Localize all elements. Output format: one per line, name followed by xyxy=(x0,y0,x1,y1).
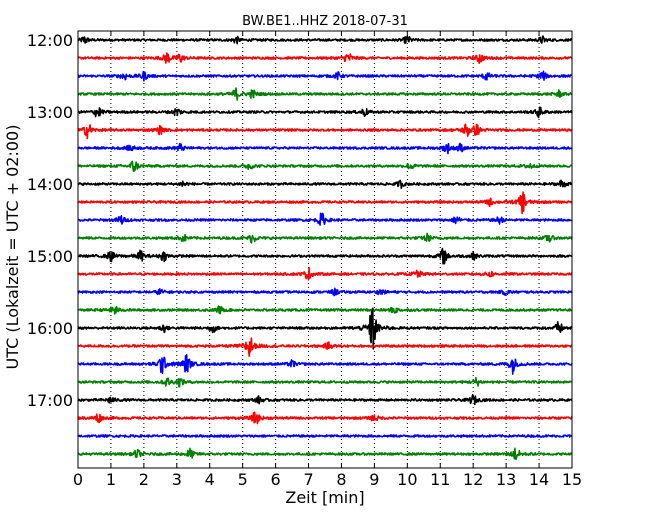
trace-line xyxy=(77,70,573,82)
x-tick-label: 6 xyxy=(271,470,281,489)
trace-line xyxy=(77,337,573,357)
trace-line xyxy=(77,447,573,461)
x-tick-label: 3 xyxy=(172,470,182,489)
x-tick-label: 4 xyxy=(205,470,215,489)
x-tick-label: 12 xyxy=(463,470,483,489)
trace-line xyxy=(77,266,573,281)
x-tick-label: 7 xyxy=(303,470,313,489)
trace-line xyxy=(77,179,573,190)
y-tick-label: 13:00 xyxy=(27,103,73,122)
grid-lines xyxy=(110,31,540,468)
chart-title: BW.BE1..HHZ 2018-07-31 xyxy=(242,14,408,29)
trace-line xyxy=(77,142,573,155)
trace-line xyxy=(77,376,573,388)
trace-line xyxy=(77,305,573,315)
trace-line xyxy=(77,123,573,140)
trace-line xyxy=(77,307,573,350)
x-tick-label: 11 xyxy=(430,470,450,489)
y-tick-label: 14:00 xyxy=(27,175,73,194)
trace-line xyxy=(77,87,573,101)
trace-line xyxy=(77,247,573,265)
y-tick-label: 15:00 xyxy=(27,247,73,266)
trace-line xyxy=(77,160,573,172)
trace-line xyxy=(77,191,573,215)
y-tick-label: 17:00 xyxy=(27,391,73,410)
trace-line xyxy=(77,35,573,45)
x-tick-label: 5 xyxy=(238,470,248,489)
y-tick-label: 12:00 xyxy=(27,31,73,50)
trace-line xyxy=(77,212,573,226)
trace-line xyxy=(77,353,573,375)
trace-line xyxy=(77,434,573,438)
x-tick-label: 15 xyxy=(562,470,582,489)
axes xyxy=(77,30,573,469)
trace-line xyxy=(77,52,573,65)
x-tick-label: 13 xyxy=(496,470,516,489)
y-tick-label: 16:00 xyxy=(27,319,73,338)
trace-line xyxy=(77,232,573,244)
x-tick-labels: 0 1 2 3 4 5 6 7 8 9 10 11 12 13 14 15 xyxy=(73,470,582,489)
trace-line xyxy=(77,106,573,119)
x-tick-label: 1 xyxy=(106,470,116,489)
trace-line xyxy=(77,287,573,297)
x-tick-label: 8 xyxy=(336,470,346,489)
plot-frame xyxy=(77,30,573,469)
x-tick-label: 14 xyxy=(529,470,549,489)
trace-line xyxy=(77,411,573,425)
seismic-traces xyxy=(77,35,573,461)
y-tick-labels: 12:00 13:00 14:00 15:00 16:00 17:00 xyxy=(27,31,73,410)
x-tick-label: 2 xyxy=(139,470,149,489)
x-tick-label: 0 xyxy=(73,470,83,489)
y-axis-label: UTC (Lokalzeit = UTC + 02:00) xyxy=(3,125,22,370)
trace-line xyxy=(77,393,573,406)
x-tick-label: 10 xyxy=(397,470,417,489)
x-axis-label: Zeit [min] xyxy=(285,488,364,507)
x-tick-label: 9 xyxy=(369,470,379,489)
